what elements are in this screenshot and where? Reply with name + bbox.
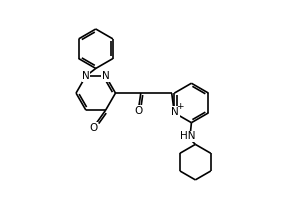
Text: O: O — [135, 106, 143, 116]
Text: O: O — [90, 123, 98, 133]
Text: N: N — [102, 71, 110, 81]
Text: N: N — [171, 107, 179, 117]
Text: +: + — [176, 102, 184, 111]
Text: HN: HN — [180, 131, 195, 141]
Text: N: N — [82, 71, 90, 81]
